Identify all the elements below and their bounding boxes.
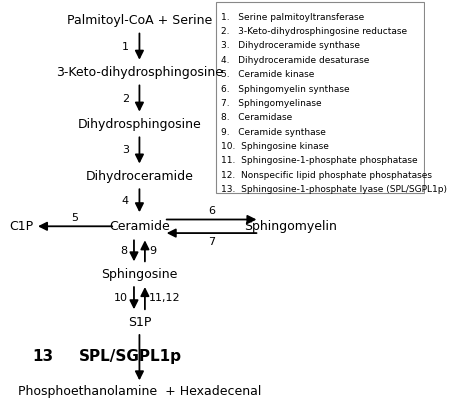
Text: 4.   Dihydroceramide desaturase: 4. Dihydroceramide desaturase [221, 56, 370, 65]
Text: 4: 4 [122, 196, 129, 206]
Text: 9: 9 [149, 246, 156, 256]
Text: 2: 2 [122, 93, 129, 103]
Text: 7.   Sphingomyelinase: 7. Sphingomyelinase [221, 99, 322, 108]
Text: Ceramide: Ceramide [109, 220, 170, 233]
Text: Phosphoethanolamine  + Hexadecenal: Phosphoethanolamine + Hexadecenal [18, 385, 261, 399]
Text: Sphingomyelin: Sphingomyelin [245, 220, 337, 233]
Text: SPL/SGPL1p: SPL/SGPL1p [78, 348, 182, 364]
Text: 6: 6 [208, 206, 215, 216]
Text: 13: 13 [32, 348, 53, 364]
Text: 13.  Sphingosine-1-phosphate lyase (SPL/SGPL1p): 13. Sphingosine-1-phosphate lyase (SPL/S… [221, 185, 447, 194]
Text: 6.   Sphingomyelin synthase: 6. Sphingomyelin synthase [221, 85, 350, 93]
Text: 3.   Dihydroceramide synthase: 3. Dihydroceramide synthase [221, 41, 360, 51]
Text: 3-Keto-dihydrosphingosine: 3-Keto-dihydrosphingosine [56, 66, 223, 79]
Text: 11.  Sphingosine-1-phosphate phosphatase: 11. Sphingosine-1-phosphate phosphatase [221, 156, 418, 166]
Text: 8.   Ceramidase: 8. Ceramidase [221, 113, 293, 122]
Text: 8: 8 [120, 246, 128, 256]
Text: 12.  Nonspecific lipid phosphate phosphatases: 12. Nonspecific lipid phosphate phosphat… [221, 171, 432, 180]
Text: 11,12: 11,12 [149, 293, 181, 303]
Text: 1: 1 [122, 42, 129, 52]
Text: 5.   Ceramide kinase: 5. Ceramide kinase [221, 70, 315, 79]
Text: Dihydrosphingosine: Dihydrosphingosine [78, 118, 201, 131]
Text: 10: 10 [114, 293, 128, 303]
Text: C1P: C1P [9, 220, 34, 233]
Text: 10.  Sphingosine kinase: 10. Sphingosine kinase [221, 142, 329, 151]
Text: 2.   3-Keto-dihydrosphingosine reductase: 2. 3-Keto-dihydrosphingosine reductase [221, 27, 408, 36]
Text: 9.   Ceramide synthase: 9. Ceramide synthase [221, 128, 326, 137]
Text: 5: 5 [72, 213, 79, 223]
Text: 3: 3 [122, 146, 129, 156]
Text: 7: 7 [208, 237, 215, 247]
Text: Palmitoyl-CoA + Serine: Palmitoyl-CoA + Serine [67, 14, 212, 27]
FancyBboxPatch shape [217, 2, 424, 193]
Text: S1P: S1P [128, 316, 151, 329]
Text: Dihydroceramide: Dihydroceramide [85, 170, 193, 183]
Text: 1.   Serine palmitoyltransferase: 1. Serine palmitoyltransferase [221, 13, 365, 22]
Text: Sphingosine: Sphingosine [101, 268, 178, 281]
